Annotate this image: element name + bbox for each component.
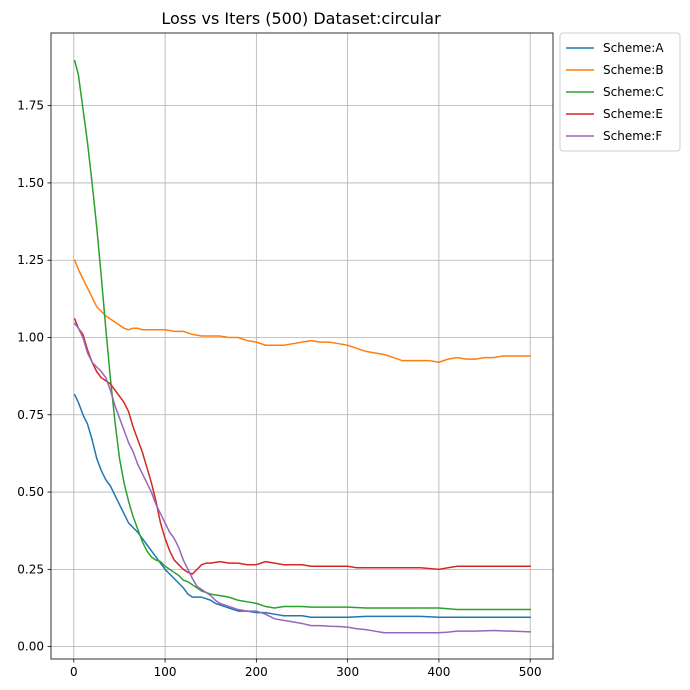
x-tick-label: 300 bbox=[336, 665, 359, 679]
y-tick-label: 0.50 bbox=[17, 485, 44, 499]
x-tick-label: 100 bbox=[154, 665, 177, 679]
legend-label-scheme-e: Scheme:E bbox=[603, 107, 663, 121]
axes-frame bbox=[50, 32, 554, 660]
legend-box bbox=[559, 32, 681, 152]
grid-layer bbox=[51, 33, 553, 659]
x-tick-label: 0 bbox=[70, 665, 78, 679]
series-line-scheme-c bbox=[73, 59, 531, 611]
y-tick-label: 1.00 bbox=[17, 330, 44, 344]
series-line-scheme-b bbox=[73, 259, 531, 363]
y-tick-label: 0.25 bbox=[17, 562, 44, 576]
x-tick-label: 200 bbox=[245, 665, 268, 679]
ticks-layer: 0 100 200 300 400 500 0.00 0.25 0.50 0.75 1.00 1.25… bbox=[17, 99, 541, 679]
legend-label-scheme-f: Scheme:F bbox=[603, 129, 662, 143]
legend-label-scheme-b: Scheme:B bbox=[603, 63, 664, 77]
series-line-scheme-e bbox=[73, 317, 531, 575]
legend-label-scheme-a: Scheme:A bbox=[603, 41, 664, 55]
series-line-scheme-f bbox=[73, 322, 531, 634]
x-tick-label: 500 bbox=[519, 665, 542, 679]
y-tick-label: 0.75 bbox=[17, 408, 44, 422]
series-layer bbox=[73, 59, 531, 634]
series-line-scheme-a bbox=[73, 393, 531, 619]
y-tick-label: 1.75 bbox=[17, 99, 44, 113]
legend-label-scheme-c: Scheme:C bbox=[603, 85, 664, 99]
y-tick-label: 0.00 bbox=[17, 640, 44, 654]
chart-title: Loss vs Iters (500) Dataset:circular bbox=[161, 9, 441, 28]
y-tick-label: 1.25 bbox=[17, 253, 44, 267]
legend: Scheme:A Scheme:B Scheme:C Scheme:E Scheme:F bbox=[559, 32, 681, 152]
y-tick-label: 1.50 bbox=[17, 176, 44, 190]
x-tick-label: 400 bbox=[427, 665, 450, 679]
